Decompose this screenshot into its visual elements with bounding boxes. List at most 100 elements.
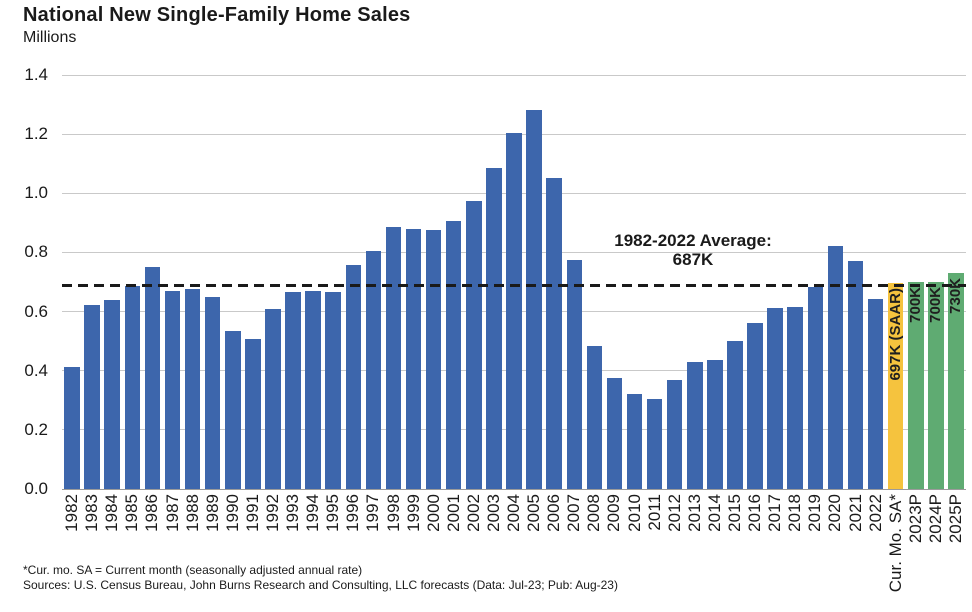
- x-tick-label: 1993: [283, 494, 302, 532]
- bar-2012: [666, 380, 683, 489]
- average-line: [62, 284, 966, 288]
- x-tick-label: 1996: [343, 494, 363, 532]
- y-tick-label: 0.6: [24, 301, 48, 321]
- bar-2015: [727, 340, 743, 489]
- bar-2005: [526, 109, 542, 489]
- footnote-line2: Sources: U.S. Census Bureau, John Burns …: [23, 578, 618, 592]
- x-tick-label: 1995: [323, 494, 343, 532]
- bar-1992: [265, 308, 281, 489]
- bar-2007: [566, 259, 583, 489]
- bar-1984: [104, 300, 120, 489]
- x-tick-label: 2025P: [946, 494, 965, 544]
- average-annotation-line1: 1982-2022 Average:: [614, 231, 772, 250]
- bar-1982: [64, 367, 80, 489]
- y-axis-units-label: Millions: [23, 29, 77, 46]
- x-tick-label: 1988: [182, 494, 202, 532]
- bar-1994: [305, 290, 321, 489]
- bar-1993: [285, 292, 301, 489]
- bar-2020: [827, 245, 844, 489]
- x-tick-label: 2021: [845, 494, 865, 532]
- bar-2022: [867, 299, 884, 489]
- bar-1998: [385, 227, 402, 489]
- bar-2000: [425, 229, 442, 489]
- x-tick-label: 2019: [805, 494, 825, 532]
- y-tick-label: 0.2: [24, 419, 48, 439]
- x-tick-label: 2024P: [925, 494, 945, 544]
- x-tick-label: 1989: [202, 494, 222, 532]
- x-tick-label: 1994: [303, 494, 323, 532]
- x-tick-label: 2002: [463, 494, 483, 532]
- x-tick-label: 1983: [82, 494, 102, 532]
- chart-title: National New Single-Family Home Sales: [23, 4, 411, 26]
- bar-2008: [586, 345, 603, 489]
- footnote-line1: *Cur. mo. SA = Current month (seasonally…: [23, 563, 363, 577]
- x-tick-label: 2016: [745, 494, 765, 532]
- x-tick-label: 2020: [825, 494, 845, 532]
- x-tick-label: 1982: [62, 494, 81, 532]
- gridline: [62, 74, 966, 76]
- x-tick-label: 1991: [242, 494, 262, 532]
- x-tick-label: 2001: [443, 494, 463, 532]
- x-tick-label: 2011: [644, 494, 664, 531]
- bar-1996: [345, 265, 362, 489]
- bar-1991: [245, 338, 261, 489]
- bar-1987: [164, 290, 181, 489]
- x-tick-label: 2006: [544, 494, 564, 532]
- x-tick-label: 1992: [262, 494, 282, 532]
- bar-2011: [646, 398, 663, 489]
- bar-1990: [225, 331, 241, 489]
- x-tick-label: 1998: [383, 494, 403, 532]
- bar-2014: [707, 359, 723, 489]
- bar-value-label: 697K (SAAR): [886, 287, 904, 381]
- bar-2009: [606, 378, 623, 489]
- x-tick-label: 2017: [765, 494, 785, 532]
- x-tick-label: 1987: [162, 494, 182, 532]
- footnotes: *Cur. mo. SA = Current month (seasonally…: [23, 563, 618, 593]
- bar-cur-mo-sa: [887, 282, 904, 489]
- x-tick-label: 1997: [363, 494, 383, 532]
- x-tick-label: 1984: [102, 494, 122, 532]
- x-tick-label: 2022: [865, 494, 885, 532]
- bar-1995: [325, 291, 341, 489]
- x-tick-label: 2014: [704, 494, 724, 532]
- x-tick-label: 1986: [142, 494, 162, 532]
- x-tick-label: 2000: [423, 494, 443, 532]
- x-axis-baseline: [62, 488, 966, 490]
- x-tick-label: 2018: [785, 494, 805, 532]
- bar-1997: [365, 251, 382, 489]
- y-tick-label: 1.0: [24, 183, 48, 203]
- bar-1985: [124, 285, 141, 489]
- x-tick-label: 2004: [504, 494, 523, 532]
- x-tick-label: 1999: [403, 494, 423, 532]
- y-tick-label: 1.2: [24, 124, 48, 144]
- bar-2017: [767, 307, 783, 489]
- bar-2002: [466, 201, 482, 489]
- bar-2001: [445, 220, 462, 489]
- x-tick-label: 2009: [604, 494, 624, 532]
- bar-2016: [747, 323, 763, 489]
- bar-value-label: 730K: [947, 278, 964, 314]
- bar-2003: [486, 167, 502, 489]
- x-tick-label: 1990: [222, 494, 242, 532]
- bar-value-label: 700K: [906, 287, 924, 323]
- bar-1986: [144, 267, 161, 489]
- average-annotation-line2: 687K: [672, 250, 714, 269]
- bar-value-label: 700K: [926, 287, 944, 323]
- bar-2018: [787, 306, 803, 489]
- bar-1983: [84, 304, 100, 489]
- average-annotation: 1982-2022 Average: 687K: [593, 231, 793, 269]
- bar-2004: [506, 133, 522, 489]
- y-tick-label: 0.0: [24, 479, 48, 498]
- x-tick-label: 2003: [483, 494, 503, 532]
- x-tick-label: 2012: [664, 494, 684, 532]
- bar-2019: [807, 287, 824, 489]
- bar-2021: [847, 261, 864, 489]
- bar-2006: [546, 178, 562, 489]
- x-tick-label: 2015: [725, 494, 744, 532]
- x-tick-label: 2023P: [905, 494, 925, 544]
- bar-1988: [184, 289, 201, 489]
- x-tick-label: 2007: [564, 494, 584, 532]
- bar-2023p: [908, 282, 924, 489]
- x-tick-label: Cur. Mo. SA*: [885, 494, 905, 593]
